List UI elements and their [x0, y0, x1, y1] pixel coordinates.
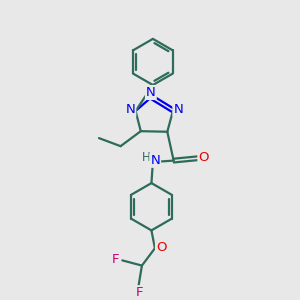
- Text: O: O: [198, 151, 209, 164]
- Text: N: N: [125, 103, 135, 116]
- Text: N: N: [150, 154, 160, 167]
- Text: H: H: [142, 152, 150, 164]
- Text: N: N: [146, 86, 156, 99]
- Text: F: F: [112, 253, 120, 266]
- Text: F: F: [135, 286, 143, 299]
- Text: N: N: [173, 103, 183, 116]
- Text: O: O: [156, 241, 166, 254]
